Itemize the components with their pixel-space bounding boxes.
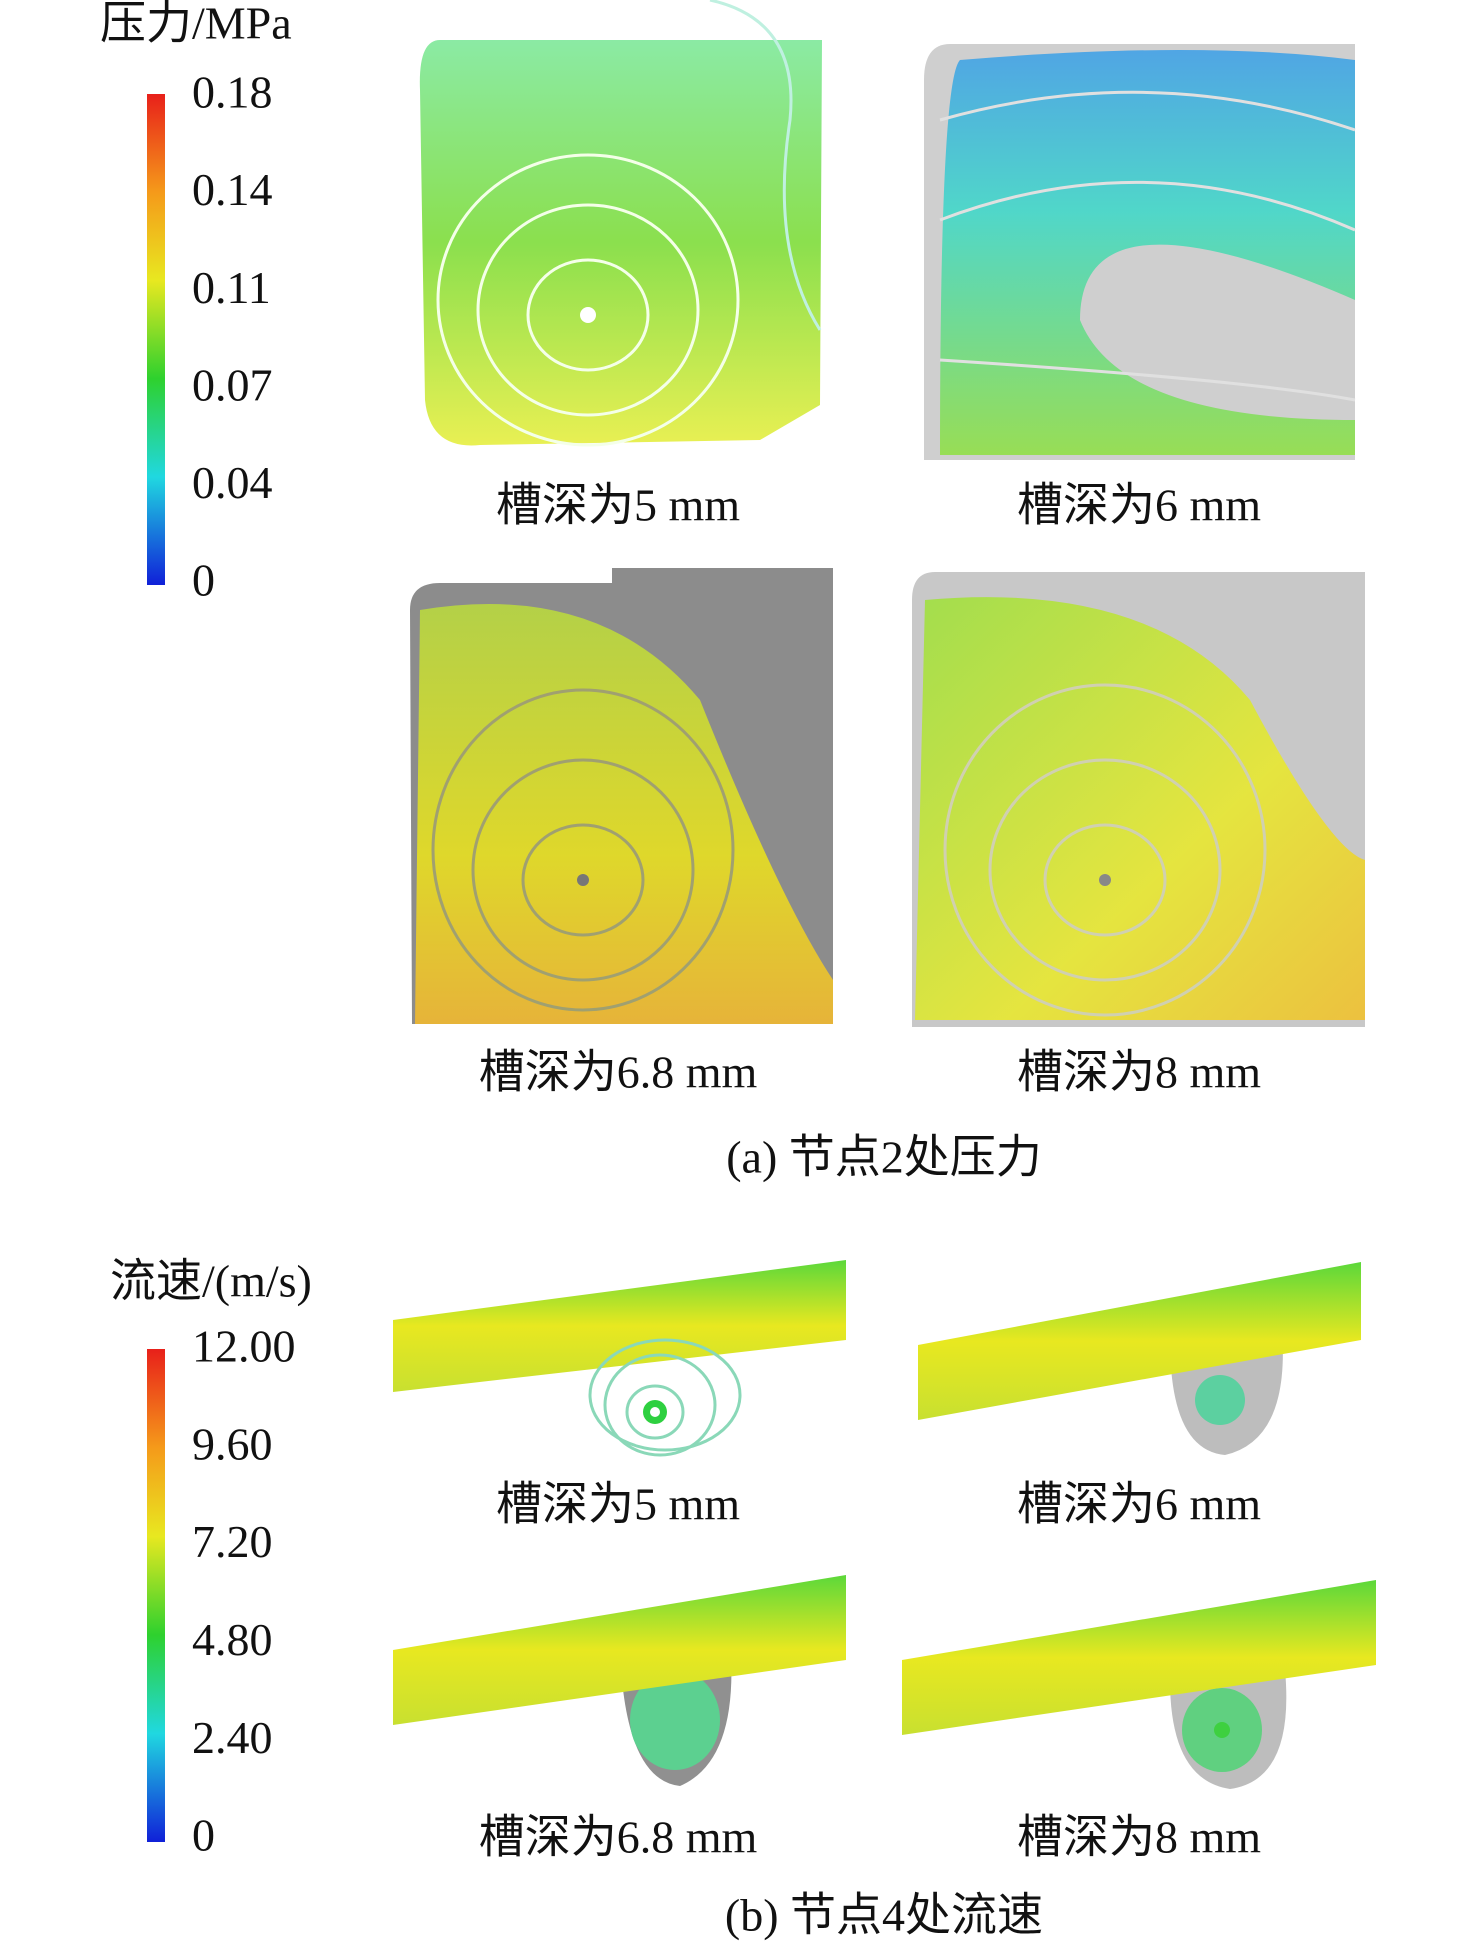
image-caption: 槽深为5 mm — [496, 1479, 740, 1530]
colorbar-tick-label: 0.04 — [192, 457, 273, 508]
colorbar-tick-label: 7.20 — [192, 1516, 273, 1567]
colorbar-title: 压力/MPa — [100, 0, 292, 49]
colorbar-tick-label: 0.18 — [192, 67, 273, 118]
colorbar-tick-label: 9.60 — [192, 1418, 273, 1469]
image-caption: 槽深为6 mm — [1017, 1479, 1261, 1530]
colorbar-tick-label: 0.07 — [192, 359, 273, 410]
streamline-image — [393, 1575, 846, 1786]
streamline-image — [902, 1580, 1376, 1789]
image-caption: 槽深为6.8 mm — [479, 1047, 758, 1098]
colorbar-tick-label: 4.80 — [192, 1614, 273, 1665]
colorbar-tick-label: 0.14 — [192, 164, 273, 215]
image-caption: 槽深为6 mm — [1017, 480, 1261, 531]
streamline-image — [410, 568, 833, 1024]
colorbar — [147, 1349, 165, 1842]
streamline-image — [393, 1260, 846, 1457]
image-caption: 槽深为8 mm — [1017, 1812, 1261, 1863]
streamline-image — [924, 44, 1356, 460]
colorbar-tick-label: 0 — [192, 1810, 215, 1861]
streamline-image — [912, 572, 1365, 1027]
streamline-image — [419, 0, 822, 447]
image-caption: 槽深为5 mm — [496, 480, 740, 531]
panel-caption: (a) 节点2处压力 — [726, 1132, 1042, 1183]
colorbar — [147, 94, 165, 585]
colorbar-tick-label: 2.40 — [192, 1712, 273, 1763]
colorbar-tick-label: 12.00 — [192, 1321, 296, 1372]
image-caption: 槽深为6.8 mm — [479, 1812, 758, 1863]
colorbar-title: 流速/(m/s) — [110, 1256, 312, 1307]
colorbar-tick-label: 0.11 — [192, 262, 271, 313]
colorbar-tick-label: 0 — [192, 555, 215, 606]
image-caption: 槽深为8 mm — [1017, 1047, 1261, 1098]
streamline-image — [918, 1262, 1361, 1455]
panel-caption: (b) 节点4处流速 — [725, 1890, 1043, 1941]
